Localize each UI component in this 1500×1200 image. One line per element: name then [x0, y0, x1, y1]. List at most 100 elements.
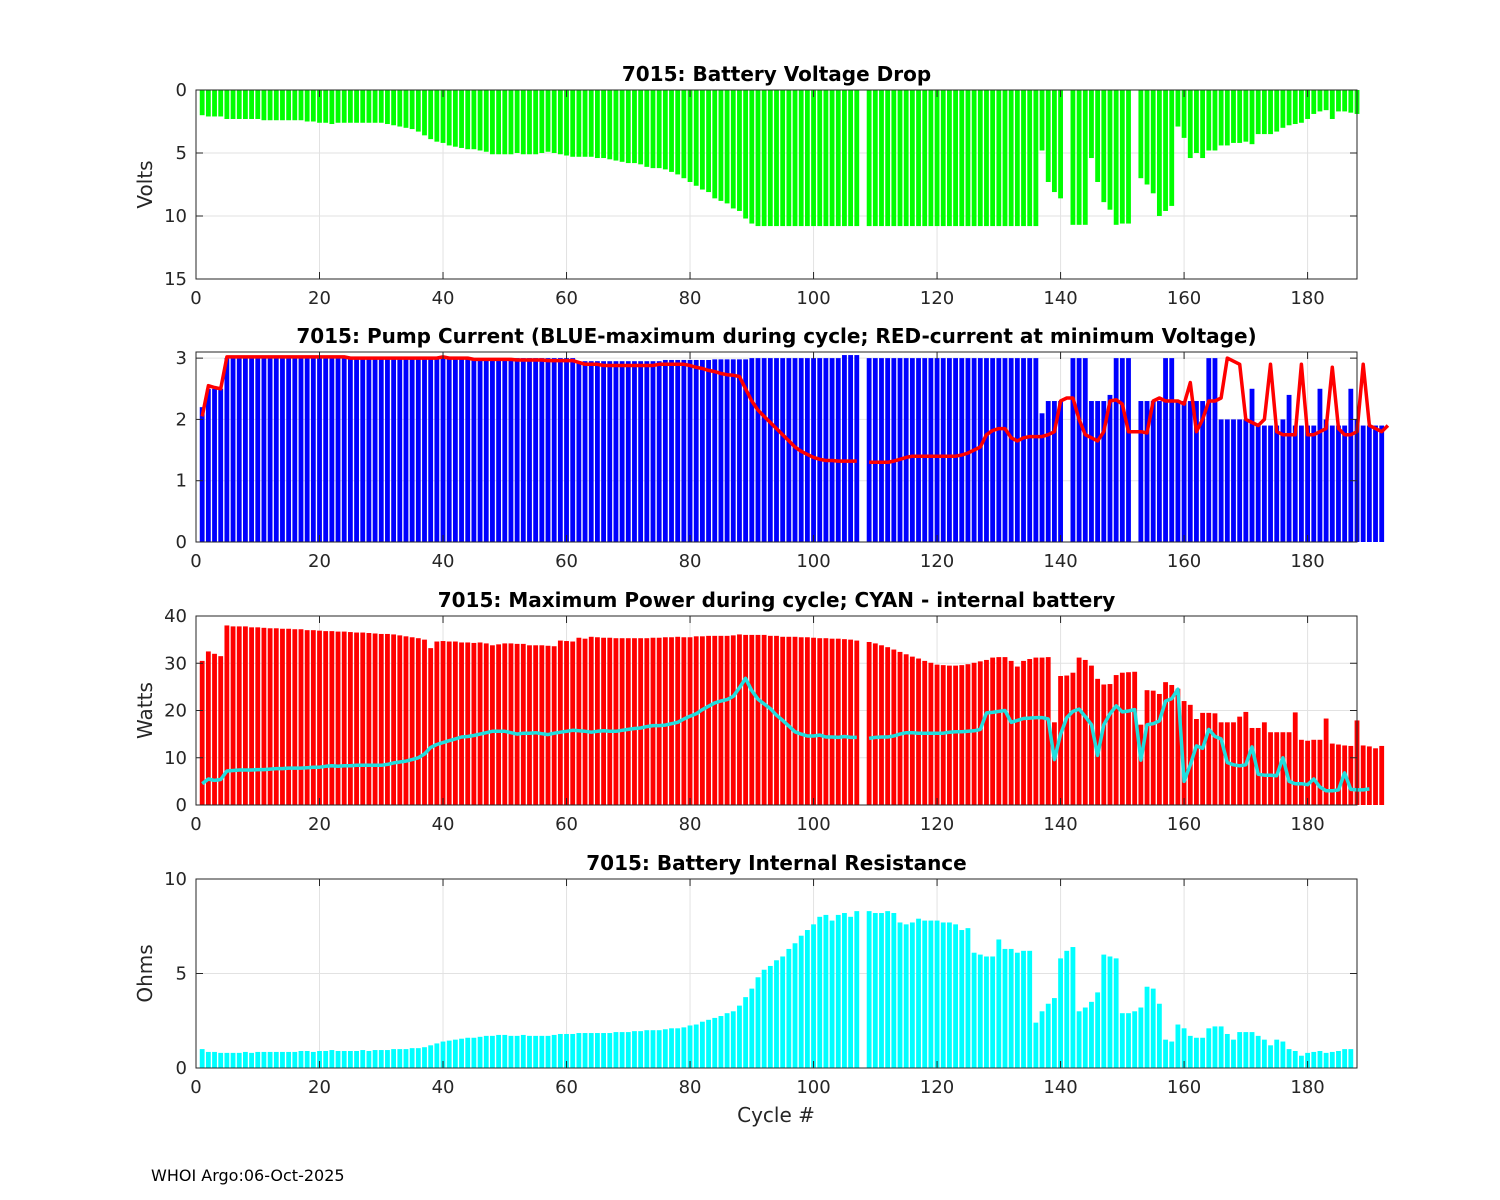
- bar: [953, 358, 958, 542]
- bar: [1070, 672, 1076, 805]
- bar: [286, 90, 292, 121]
- chart-title: 7015: Maximum Power during cycle; CYAN -…: [438, 588, 1116, 612]
- bar: [459, 358, 464, 542]
- bar: [570, 90, 576, 157]
- bar: [1119, 672, 1125, 805]
- x-tick-label: 40: [432, 551, 455, 572]
- bar: [885, 358, 891, 542]
- bar: [817, 916, 823, 1068]
- bar: [341, 1050, 347, 1068]
- bar: [743, 359, 749, 542]
- bar: [329, 90, 335, 125]
- bar: [953, 924, 958, 1068]
- bar: [409, 358, 415, 542]
- bar: [1138, 401, 1144, 542]
- bar: [897, 651, 903, 805]
- axes-frame: [195, 351, 1358, 543]
- bar: [891, 90, 897, 227]
- bar: [1274, 732, 1280, 805]
- bar: [1206, 358, 1212, 542]
- x-tick-label: 20: [308, 551, 331, 572]
- panel-maximum-power: 0 20 40 60 80 100 120 140 160 180 0 10 20 30 40 7015: M…: [133, 588, 1385, 835]
- bar-series: [199, 625, 1385, 805]
- bar: [255, 1051, 261, 1068]
- bar: [1268, 90, 1273, 135]
- bar: [632, 361, 637, 542]
- bar: [724, 635, 730, 805]
- bar: [1045, 90, 1051, 182]
- bar: [514, 1035, 520, 1068]
- bar: [1243, 1032, 1249, 1068]
- bar: [848, 355, 854, 542]
- bar: [625, 1032, 631, 1068]
- bar: [409, 637, 415, 805]
- bar: [236, 1052, 242, 1068]
- bar: [1280, 732, 1286, 805]
- x-axis-label: Cycle #: [737, 1103, 815, 1127]
- x-tick-label: 120: [920, 1077, 954, 1098]
- bar: [959, 665, 965, 805]
- bar: [1150, 988, 1156, 1068]
- bar: [909, 922, 915, 1068]
- bar: [1144, 90, 1150, 185]
- bar: [280, 628, 285, 805]
- bar: [804, 358, 810, 542]
- bar: [934, 920, 940, 1068]
- bar: [1002, 358, 1008, 542]
- bar: [354, 358, 359, 542]
- bar: [212, 653, 217, 805]
- bar: [582, 361, 588, 542]
- x-tick-label: 160: [1167, 288, 1201, 309]
- bar: [385, 358, 390, 542]
- bar: [798, 637, 804, 805]
- bar: [1311, 425, 1317, 542]
- bar: [662, 1029, 668, 1068]
- bar: [545, 358, 551, 542]
- y-tick-label: 20: [164, 701, 187, 722]
- bar: [212, 90, 217, 117]
- bar: [613, 361, 619, 542]
- bar: [650, 361, 656, 542]
- bar: [1329, 90, 1335, 119]
- bar: [693, 1024, 699, 1068]
- x-tick-label: 160: [1167, 1077, 1201, 1098]
- y-tick-label: 3: [176, 348, 187, 369]
- bar: [909, 358, 915, 542]
- bar: [897, 358, 903, 542]
- bar: [230, 90, 236, 119]
- bar: [811, 924, 816, 1068]
- bar: [477, 642, 483, 805]
- bar: [774, 90, 779, 227]
- bar: [1045, 657, 1051, 805]
- bar: [415, 638, 421, 805]
- bar: [242, 90, 248, 119]
- bar: [1200, 401, 1206, 542]
- bar: [940, 665, 946, 805]
- bar: [576, 637, 582, 805]
- bar: [527, 358, 532, 542]
- bar: [755, 90, 761, 227]
- bar: [249, 90, 254, 119]
- x-tick-label: 100: [796, 814, 830, 835]
- bar: [570, 641, 576, 805]
- bar: [1138, 90, 1144, 179]
- bar: [1021, 660, 1026, 805]
- bar: [1311, 739, 1317, 805]
- bar: [1261, 1039, 1267, 1068]
- bar: [947, 90, 952, 227]
- bar: [625, 361, 631, 542]
- bar: [304, 1050, 310, 1068]
- bar: [1360, 425, 1366, 542]
- bar: [1076, 1011, 1082, 1068]
- bar: [977, 661, 983, 805]
- bar: [1002, 657, 1008, 805]
- bar: [224, 90, 230, 119]
- bar: [848, 916, 854, 1068]
- bar: [1033, 90, 1039, 227]
- bar: [693, 359, 699, 542]
- bar: [1119, 358, 1125, 542]
- bar: [1243, 419, 1249, 542]
- bar: [706, 635, 711, 805]
- x-tick-label: 60: [555, 1077, 578, 1098]
- bar: [903, 90, 909, 227]
